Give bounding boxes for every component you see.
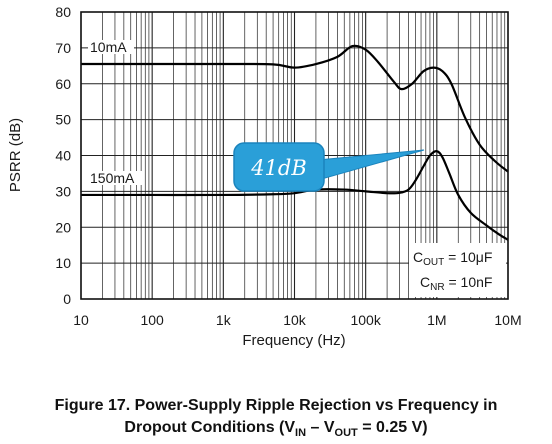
x-tick-label: 10M (494, 312, 521, 328)
x-tick-label: 1k (216, 312, 232, 328)
y-tick-label: 20 (55, 219, 71, 235)
figure-caption-line1: Figure 17. Power-Supply Ripple Rejection… (54, 397, 498, 414)
y-axis-label: PSRR (dB) (7, 118, 24, 192)
x-tick-label: 1M (427, 312, 446, 328)
y-tick-label: 10 (55, 255, 71, 271)
conditions-box (409, 243, 506, 297)
y-axis-ticks: 0 10 20 30 40 50 60 70 80 (55, 4, 71, 307)
x-tick-label: 100k (350, 312, 381, 328)
callout-bubble (233, 142, 325, 192)
plot-frame (80, 11, 509, 300)
y-tick-label: 60 (55, 76, 71, 92)
x-axis-ticks: 10 100 1k 10k 100k 1M 10M (73, 312, 521, 328)
series-line-150ma (81, 150, 509, 241)
x-axis-label: Frequency (Hz) (242, 332, 345, 349)
series-lines (81, 44, 509, 241)
y-tick-label: 70 (55, 40, 71, 56)
figure-caption-line2: Dropout Conditions (VIN – VOUT = 0.25 V) (124, 419, 428, 440)
y-tick-label: 50 (55, 112, 71, 128)
series-label-10ma: 10mA (90, 39, 127, 55)
x-tick-label: 10 (73, 312, 89, 328)
x-tick-label: 100 (140, 312, 164, 328)
y-tick-label: 30 (55, 183, 71, 199)
label-bg-150ma (88, 171, 142, 185)
callout-41db: 41dB (233, 142, 425, 192)
series-line-10ma (81, 44, 509, 173)
y-tick-label: 80 (55, 4, 71, 20)
series-label-150ma: 150mA (90, 170, 135, 186)
x-tick-label: 10k (283, 312, 307, 328)
label-bg-10ma (88, 40, 134, 54)
callout-label: 41dB (250, 156, 307, 180)
y-tick-label: 0 (63, 291, 71, 307)
callout-pointer (317, 149, 425, 181)
y-tick-label: 40 (55, 148, 71, 164)
